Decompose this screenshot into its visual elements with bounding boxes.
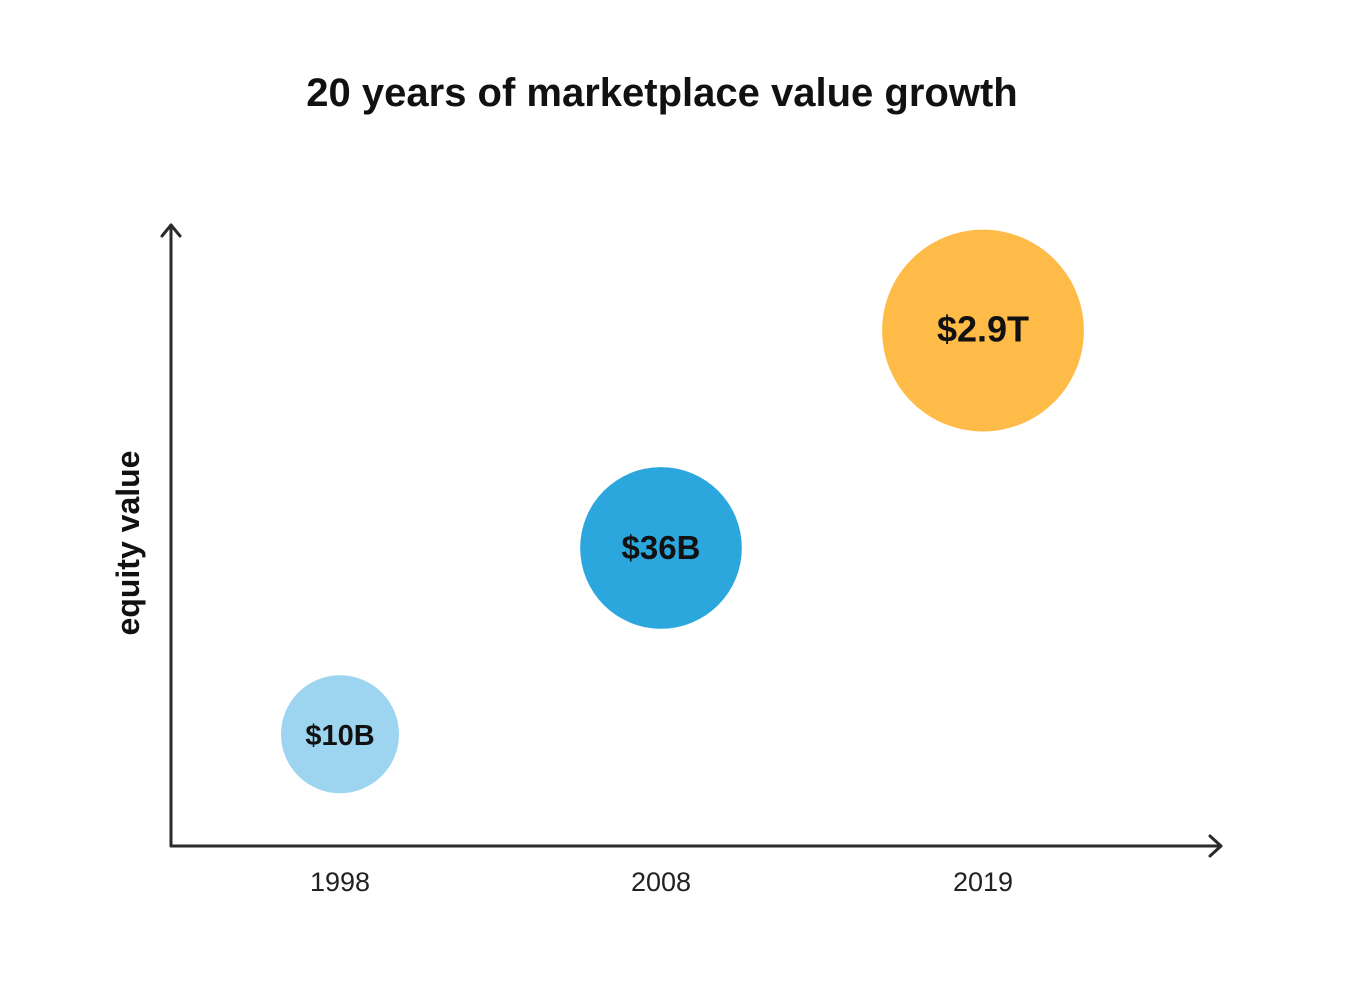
bubble-value-label: $36B bbox=[622, 529, 701, 566]
x-axis-arrow-icon bbox=[1208, 834, 1223, 858]
x-tick-label: 2008 bbox=[631, 867, 691, 897]
bubble-2019: $2.9T bbox=[882, 229, 1084, 432]
y-axis-label: equity value bbox=[110, 451, 146, 636]
bubble-circle bbox=[580, 467, 742, 629]
bubble-value-label: $2.9T bbox=[937, 309, 1029, 350]
bubble-2008: $36B bbox=[580, 467, 742, 629]
bubble-circle bbox=[281, 675, 399, 794]
chart-title: 20 years of marketplace value growth bbox=[306, 71, 1017, 115]
x-tick-label: 1998 bbox=[310, 867, 370, 897]
y-axis-arrow-icon bbox=[160, 223, 182, 238]
bubble-1998: $10B bbox=[281, 675, 399, 794]
x-axis bbox=[169, 834, 1223, 858]
bubble-value-label: $10B bbox=[305, 720, 374, 752]
bubbles: $10B $36B $2.9T bbox=[281, 229, 1084, 794]
y-axis bbox=[160, 223, 182, 848]
bubble-circle bbox=[882, 229, 1084, 432]
x-tick-labels: 1998 2008 2019 bbox=[310, 867, 1013, 897]
x-tick-label: 2019 bbox=[953, 867, 1013, 897]
